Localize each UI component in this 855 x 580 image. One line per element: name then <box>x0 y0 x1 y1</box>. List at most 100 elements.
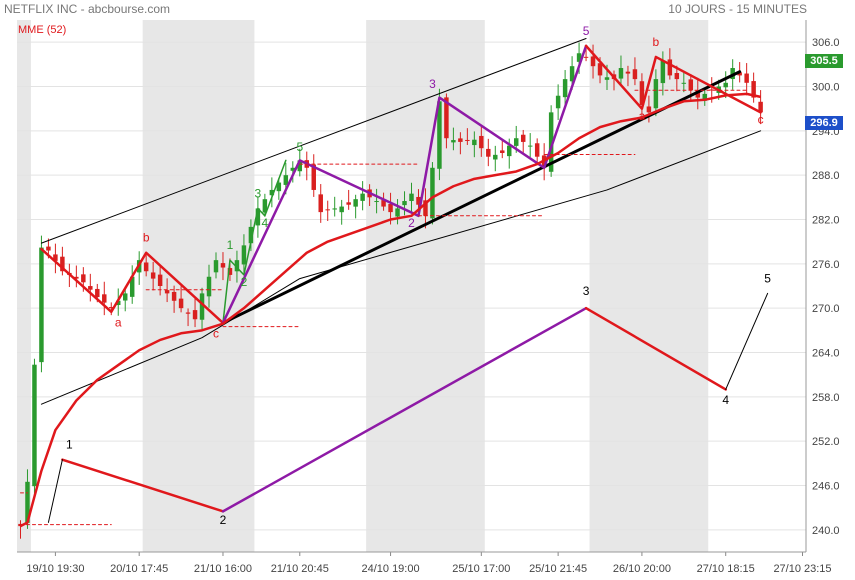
session-shade <box>17 20 31 552</box>
candle <box>625 71 631 74</box>
candle <box>332 208 337 210</box>
candle <box>318 194 323 213</box>
candle <box>548 112 554 172</box>
candle <box>46 246 51 251</box>
candle <box>283 175 289 185</box>
y-tick-label: 240.0 <box>812 525 840 537</box>
candle <box>514 138 519 146</box>
wave-label: c <box>213 327 219 341</box>
x-tick-label: 19/10 19:30 <box>26 563 84 575</box>
wave-label: 4 <box>722 393 729 407</box>
candle <box>192 310 198 320</box>
wave-label: a <box>639 109 646 123</box>
candle <box>339 206 344 213</box>
candle <box>639 81 645 105</box>
y-tick-label: 306.0 <box>812 37 840 49</box>
wave-label: 3 <box>255 186 262 200</box>
y-tick-label: 276.0 <box>812 259 840 271</box>
wave-label: b <box>653 35 660 49</box>
wave-label: 5 <box>764 271 771 285</box>
candle <box>60 256 65 272</box>
candle <box>430 167 435 219</box>
candle <box>360 193 365 201</box>
mme-price-badge: 296.9 <box>805 116 843 130</box>
candle <box>709 89 714 91</box>
candle <box>206 276 212 297</box>
candle <box>290 167 296 171</box>
candle <box>751 81 756 98</box>
candle <box>255 208 261 226</box>
wave-label: 2 <box>220 513 227 527</box>
candle <box>269 189 275 196</box>
y-tick-label: 264.0 <box>812 348 840 360</box>
mme-line <box>19 92 761 528</box>
x-tick-label: 20/10 17:45 <box>110 563 168 575</box>
candle <box>465 139 470 141</box>
candle <box>129 276 135 297</box>
candle <box>646 106 652 113</box>
candle <box>276 182 282 192</box>
candle <box>583 56 589 58</box>
x-tick-label: 21/10 16:00 <box>194 563 252 575</box>
y-tick-label: 246.0 <box>812 481 840 493</box>
candle <box>555 95 561 109</box>
wave-label: 1 <box>227 238 234 252</box>
candle <box>102 294 107 303</box>
y-tick-label: 288.0 <box>812 170 840 182</box>
wave-label: a <box>115 316 122 330</box>
candle <box>220 263 226 268</box>
candle <box>178 298 184 309</box>
candle <box>416 196 421 205</box>
wave-label: 2 <box>241 275 248 289</box>
last-price-badge: 305.5 <box>805 54 843 68</box>
chart-period: 10 JOURS - 15 MINUTES <box>668 2 807 16</box>
overlay-line <box>47 459 63 523</box>
candle <box>346 202 351 205</box>
x-tick-label: 26/10 20:00 <box>613 563 671 575</box>
candle <box>576 53 582 62</box>
candle <box>737 72 742 76</box>
candle <box>562 79 568 98</box>
candle <box>199 293 205 320</box>
candle <box>262 199 268 213</box>
chart-title: NETFLIX INC - abcbourse.com <box>4 2 171 16</box>
y-tick-label: 258.0 <box>812 392 840 404</box>
candle <box>143 262 149 272</box>
candle <box>507 145 512 157</box>
overlay-line <box>40 37 587 244</box>
candle <box>109 307 114 309</box>
candle <box>423 200 428 216</box>
overlay-line <box>40 130 762 405</box>
candle <box>493 154 498 160</box>
overlay-line <box>584 306 727 391</box>
candle <box>520 134 526 142</box>
x-tick-label: 27/10 23:15 <box>773 563 831 575</box>
x-tick-label: 25/10 21:45 <box>529 563 587 575</box>
candle <box>74 276 79 279</box>
candle <box>227 268 233 275</box>
indicator-legend: MME (52) <box>18 24 67 36</box>
candle <box>388 203 393 213</box>
candle <box>695 90 701 98</box>
candle <box>569 66 575 82</box>
candle <box>185 312 191 314</box>
candle <box>234 260 240 272</box>
candle <box>81 274 86 283</box>
candle <box>458 138 463 142</box>
candle <box>122 293 128 301</box>
candle <box>444 97 449 139</box>
candle <box>597 63 603 76</box>
candle <box>660 60 666 84</box>
candle <box>374 201 379 203</box>
candle <box>213 260 219 273</box>
candle <box>164 290 170 294</box>
candle <box>702 93 707 101</box>
x-tick-label: 25/10 17:00 <box>452 563 510 575</box>
wave-label: 5 <box>583 24 590 38</box>
candle <box>88 286 93 290</box>
overlay-line <box>222 159 287 324</box>
candle <box>472 139 477 146</box>
candle <box>590 56 596 67</box>
candle <box>527 145 533 147</box>
